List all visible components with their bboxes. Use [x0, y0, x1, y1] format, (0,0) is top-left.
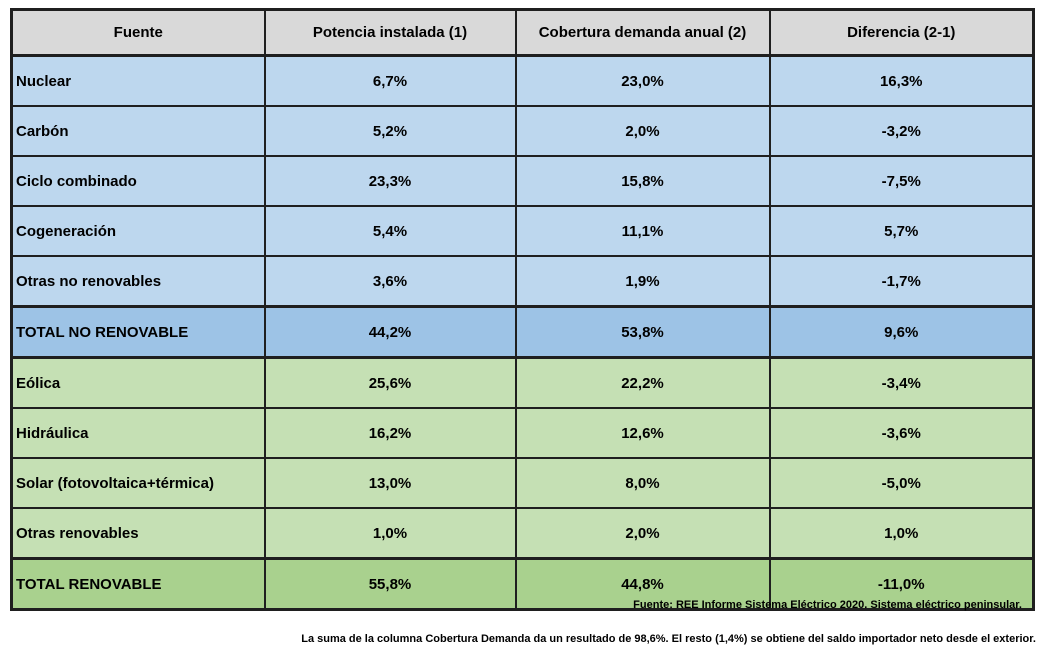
value-cell: 11,1%	[514, 205, 771, 257]
value-cell: 5,2%	[263, 105, 517, 157]
table-body: Nuclear 6,7% 23,0% 16,3% Carbón 5,2% 2,0% -3,2%…	[10, 54, 1035, 611]
value-cell: 15,8%	[514, 155, 771, 207]
value-cell: 53,8%	[514, 305, 771, 359]
row-label: Otras no renovables	[10, 255, 266, 308]
value-cell: -1,7%	[768, 255, 1035, 308]
value-cell: 44,2%	[263, 305, 517, 359]
row-label: Cogeneración	[10, 205, 266, 257]
value-cell: -5,0%	[768, 457, 1035, 509]
table-row: Solar (fotovoltaica+térmica) 13,0% 8,0% -5,…	[10, 457, 1035, 509]
value-cell: 5,4%	[263, 205, 517, 257]
value-cell: 8,0%	[514, 457, 771, 509]
row-label: Nuclear	[10, 54, 266, 107]
table-row: Eólica 25,6% 22,2% -3,4%	[10, 356, 1035, 409]
value-cell: 25,6%	[263, 356, 517, 409]
energy-sources-table: Fuente Potencia instalada (1) Cobertura …	[10, 8, 1035, 611]
column-header-cobertura: Cobertura demanda anual (2)	[514, 8, 771, 57]
value-cell: 13,0%	[263, 457, 517, 509]
header-row: Fuente Potencia instalada (1) Cobertura …	[10, 8, 1035, 57]
value-cell: 23,0%	[514, 54, 771, 107]
row-label: Otras renovables	[10, 507, 266, 560]
value-cell: 44,8%	[514, 557, 771, 611]
column-header-fuente: Fuente	[10, 8, 266, 57]
value-cell: 1,0%	[263, 507, 517, 560]
footnote-source: Fuente: REE Informe Sistema Eléctrico 20…	[633, 599, 1022, 611]
row-label: TOTAL NO RENOVABLE	[10, 305, 266, 359]
table-row: Ciclo combinado 23,3% 15,8% -7,5%	[10, 155, 1035, 207]
column-header-potencia: Potencia instalada (1)	[263, 8, 517, 57]
footnote-demand-note: La suma de la columna Cobertura Demanda …	[301, 633, 1036, 645]
value-cell: -3,4%	[768, 356, 1035, 409]
row-label: Eólica	[10, 356, 266, 409]
table-row: Nuclear 6,7% 23,0% 16,3%	[10, 54, 1035, 107]
row-label: Ciclo combinado	[10, 155, 266, 207]
value-cell: 5,7%	[768, 205, 1035, 257]
table-row: Hidráulica 16,2% 12,6% -3,6%	[10, 407, 1035, 459]
value-cell: -3,6%	[768, 407, 1035, 459]
value-cell: 22,2%	[514, 356, 771, 409]
value-cell: 23,3%	[263, 155, 517, 207]
value-cell: -7,5%	[768, 155, 1035, 207]
value-cell: 16,2%	[263, 407, 517, 459]
value-cell: -3,2%	[768, 105, 1035, 157]
table-row: Cogeneración 5,4% 11,1% 5,7%	[10, 205, 1035, 257]
value-cell: 3,6%	[263, 255, 517, 308]
value-cell: 9,6%	[768, 305, 1035, 359]
value-cell: 6,7%	[263, 54, 517, 107]
table-row: TOTAL RENOVABLE 55,8% 44,8% -11,0%	[10, 557, 1035, 611]
table-row: Otras no renovables 3,6% 1,9% -1,7%	[10, 255, 1035, 308]
row-label: Carbón	[10, 105, 266, 157]
value-cell: 2,0%	[514, 105, 771, 157]
value-cell: 55,8%	[263, 557, 517, 611]
value-cell: 1,0%	[768, 507, 1035, 560]
column-header-diferencia: Diferencia (2-1)	[768, 8, 1035, 57]
table-row: TOTAL NO RENOVABLE 44,2% 53,8% 9,6%	[10, 305, 1035, 359]
value-cell: 16,3%	[768, 54, 1035, 107]
value-cell: -11,0%	[768, 557, 1035, 611]
value-cell: 12,6%	[514, 407, 771, 459]
table-row: Otras renovables 1,0% 2,0% 1,0%	[10, 507, 1035, 560]
row-label: Solar (fotovoltaica+térmica)	[10, 457, 266, 509]
table-row: Carbón 5,2% 2,0% -3,2%	[10, 105, 1035, 157]
value-cell: 1,9%	[514, 255, 771, 308]
table-header: Fuente Potencia instalada (1) Cobertura …	[10, 8, 1035, 57]
row-label: Hidráulica	[10, 407, 266, 459]
value-cell: 2,0%	[514, 507, 771, 560]
row-label: TOTAL RENOVABLE	[10, 557, 266, 611]
